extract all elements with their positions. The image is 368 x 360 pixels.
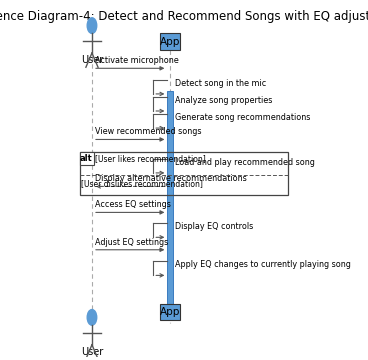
Text: Adjust EQ settings: Adjust EQ settings — [95, 238, 169, 247]
Text: View recommended songs: View recommended songs — [95, 127, 202, 136]
FancyBboxPatch shape — [160, 33, 180, 50]
FancyBboxPatch shape — [80, 152, 94, 165]
Text: Access EQ settings: Access EQ settings — [95, 200, 171, 209]
Text: Display alternative recommendations: Display alternative recommendations — [95, 174, 247, 183]
Text: Load and play recommended song: Load and play recommended song — [175, 158, 315, 167]
Circle shape — [87, 310, 97, 325]
Text: Analyze song properties: Analyze song properties — [175, 96, 272, 105]
Text: User: User — [81, 55, 103, 66]
Text: Activate microphone: Activate microphone — [95, 56, 179, 65]
Text: App: App — [160, 307, 180, 317]
Text: [User dislikes recommendation]: [User dislikes recommendation] — [81, 179, 203, 188]
FancyBboxPatch shape — [160, 304, 180, 320]
Text: Apply EQ changes to currently playing song: Apply EQ changes to currently playing so… — [175, 260, 351, 269]
Bar — [167, 91, 173, 319]
Bar — [81, 152, 288, 195]
Text: App: App — [160, 37, 180, 46]
Text: Sequence Diagram-4: Detect and Recommend Songs with EQ adjustment: Sequence Diagram-4: Detect and Recommend… — [0, 10, 368, 23]
Text: Detect song in the mic: Detect song in the mic — [175, 79, 266, 88]
Circle shape — [87, 18, 97, 33]
Text: alt: alt — [80, 154, 93, 163]
Text: Generate song recommendations: Generate song recommendations — [175, 113, 310, 122]
Text: [User likes recommendation]: [User likes recommendation] — [95, 154, 206, 163]
Text: User: User — [81, 347, 103, 357]
Text: Display EQ controls: Display EQ controls — [175, 222, 253, 231]
